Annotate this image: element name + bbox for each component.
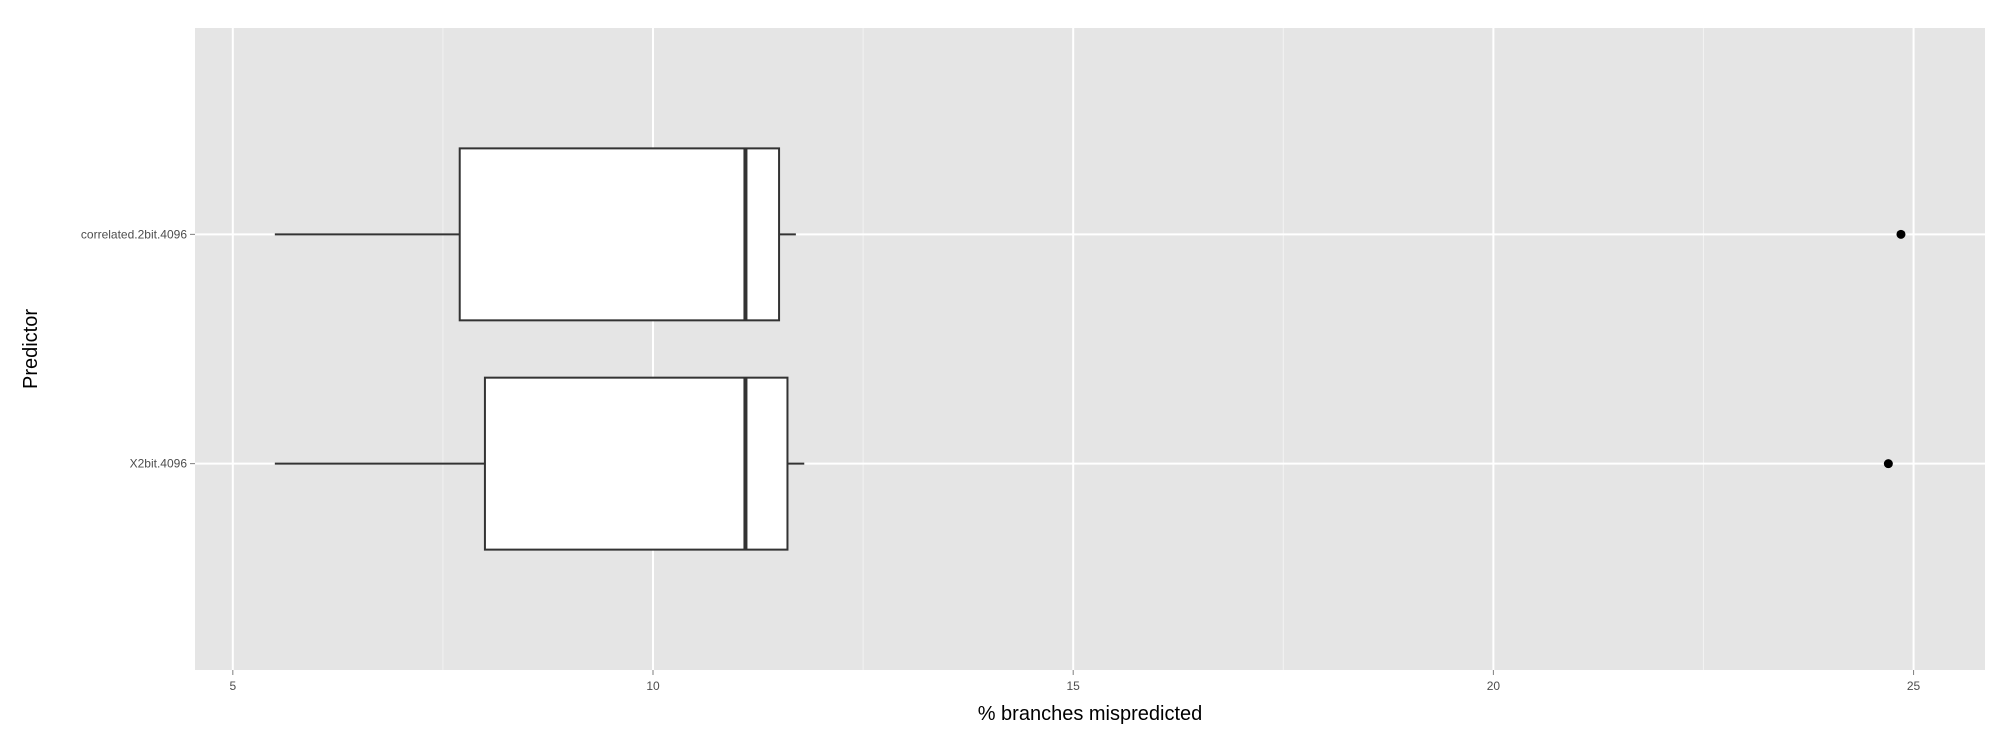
y-tick-label: correlated.2bit.4096 bbox=[81, 227, 187, 241]
x-tick-label: 10 bbox=[646, 679, 660, 693]
box-correlated.2bit.4096 bbox=[274, 147, 1906, 322]
x-axis-ticks: 5 10 15 20 25 bbox=[229, 670, 1921, 693]
x-tick-label: 15 bbox=[1067, 679, 1081, 693]
box-X2bit.4096 bbox=[274, 376, 1893, 551]
minor-gridlines bbox=[442, 28, 1704, 670]
x-tick-label: 20 bbox=[1487, 679, 1501, 693]
boxes bbox=[274, 147, 1906, 551]
x-axis-title: % branches mispredicted bbox=[978, 703, 1203, 725]
box-iqr bbox=[458, 147, 781, 322]
y-axis-title: Predictor bbox=[20, 309, 42, 389]
y-axis-ticks: X2bit.4096 correlated.2bit.4096 bbox=[81, 227, 195, 471]
x-tick-label: 25 bbox=[1907, 679, 1921, 693]
outlier-point bbox=[1883, 459, 1893, 469]
outlier-point bbox=[1896, 229, 1906, 239]
x-tick-label: 5 bbox=[229, 679, 236, 693]
y-tick-label: X2bit.4096 bbox=[130, 457, 188, 471]
plot-panel bbox=[195, 28, 1985, 670]
box-iqr bbox=[483, 376, 789, 551]
